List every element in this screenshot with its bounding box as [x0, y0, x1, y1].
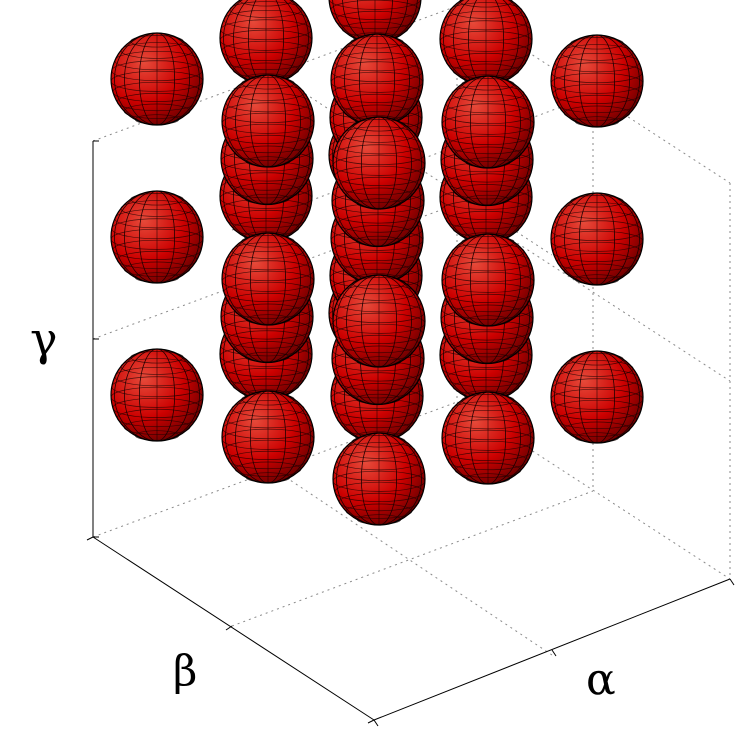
- beta-tick-1: [86, 536, 94, 541]
- corner-atom-sphere: [332, 432, 426, 526]
- axis-lines: [86, 140, 735, 727]
- corner-atom-sphere: [110, 190, 204, 284]
- alpha-axis-line: [373, 578, 731, 721]
- beta-tick-2: [225, 625, 233, 631]
- corner-atom-sphere: [441, 233, 535, 327]
- corner-atom-sphere: [110, 32, 204, 126]
- alpha-tick-2: [551, 649, 557, 657]
- corner-atom-sphere: [332, 274, 426, 368]
- beta-tick-3: [367, 719, 375, 724]
- corner-atom-sphere: [221, 390, 315, 484]
- spheres: [110, 0, 644, 526]
- corner-atom-sphere: [332, 116, 426, 210]
- alpha-axis-label: α: [586, 654, 616, 705]
- corner-atom-sphere: [219, 0, 313, 85]
- alpha-tick-3: [729, 578, 735, 586]
- corner-atom-sphere: [221, 74, 315, 168]
- beta-axis-line: [92, 536, 375, 721]
- corner-atom-sphere: [550, 192, 644, 286]
- alpha-tick-1: [373, 719, 379, 727]
- grid-floor-1: [231, 490, 594, 627]
- grid-top-2: [274, 73, 553, 256]
- grid-floor-2: [274, 469, 553, 656]
- corner-atom-sphere: [110, 348, 204, 442]
- corner-atom-sphere: [439, 0, 533, 86]
- corner-atom-sphere: [441, 391, 535, 485]
- corner-atom-sphere: [550, 350, 644, 444]
- corner-atom-sphere: [441, 75, 535, 169]
- corner-atom-sphere: [221, 232, 315, 326]
- corner-atom-sphere: [550, 34, 644, 128]
- beta-axis-label: β: [173, 646, 197, 695]
- corner-atom-sphere: [330, 33, 424, 127]
- gamma-axis-label: γ: [30, 312, 58, 366]
